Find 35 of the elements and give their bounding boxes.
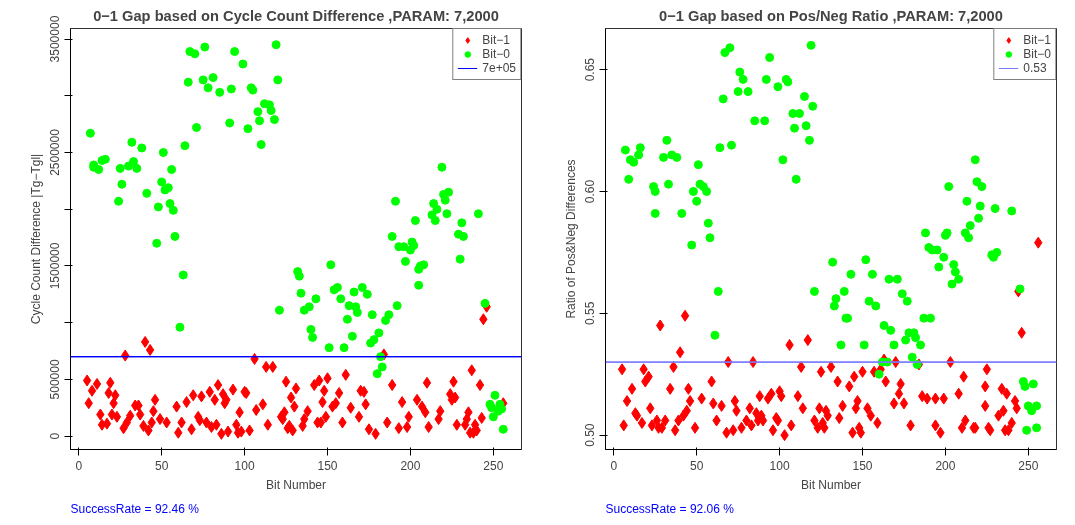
y-tick-label: 0 [48,432,63,440]
text: SuccessRate = 92.46 % [70,501,200,516]
y-tick-label: 500000 [48,359,63,400]
x-tick-label: 50 [155,458,169,473]
y-tick-label: 3500000 [48,15,63,63]
x-tick-label: 250 [1018,458,1039,473]
x-tick-label: 150 [852,458,873,473]
y-tick-label: 0.65 [583,57,598,82]
chart-title: 0−1 Gap based on Cycle Count Difference ,PARAM: 7,2000 [93,7,499,24]
y-tick-label: 1500000 [48,242,63,290]
legend-label: 7e+05 [482,61,516,75]
x-axis-title: Bit Number [265,477,327,492]
y-tick-label: 2500000 [48,128,63,176]
legend-label: Bit−0 [482,47,510,61]
legend-label: 0.53 [1023,61,1047,75]
x-axis-title: Bit Number [800,477,862,492]
x-tick-label: 0 [610,458,618,473]
chart-title: 0−1 Gap based on Pos/Neg Ratio ,PARAM: 7,2000 [659,7,1003,24]
y-tick-label: 0.55 [583,301,598,325]
x-tick-label: 100 [769,458,790,473]
text: SuccessRate = 92.06 % [605,501,735,516]
x-tick-label: 200 [935,458,956,473]
x-tick-label: 250 [483,458,504,473]
y-axis-title: Cycle Count Difference |Tg−Tgl| [28,153,43,325]
legend-label: Bit−0 [1023,47,1051,61]
x-tick-label: 50 [690,458,704,473]
legend-label: Bit−1 [1023,33,1051,47]
x-tick-label: 150 [317,458,338,473]
y-axis-title: Ratio of Pos&Neg Differences [563,159,578,319]
x-tick-label: 200 [400,458,421,473]
y-tick-label: 0.60 [583,179,598,204]
y-tick-label: 0.50 [583,423,598,447]
x-tick-label: 100 [234,458,255,473]
x-tick-label: 0 [75,458,83,473]
legend-label: Bit−1 [482,33,510,47]
